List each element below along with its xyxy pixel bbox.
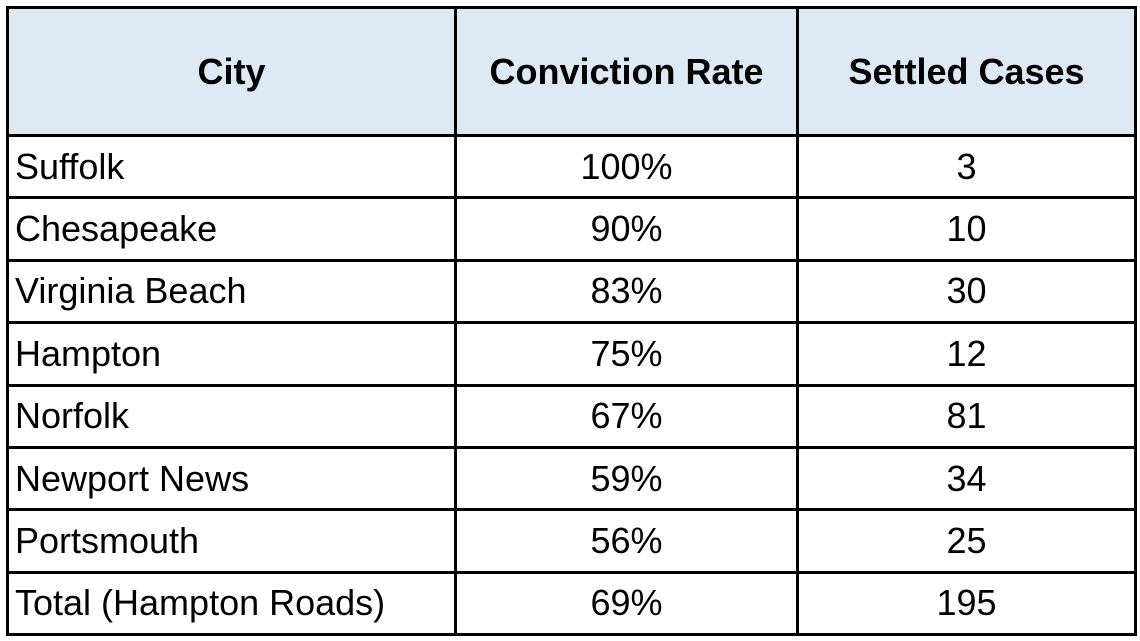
cell-conviction-rate: 59% bbox=[454, 445, 799, 512]
cell-settled-cases: 12 bbox=[796, 321, 1137, 387]
cell-city: Hampton bbox=[6, 321, 457, 387]
cell-conviction-rate: 90% bbox=[454, 196, 799, 262]
cell-settled-cases: 10 bbox=[796, 196, 1137, 262]
table-header: City Conviction Rate Settled Cases bbox=[6, 6, 1137, 137]
cell-conviction-rate: 100% bbox=[454, 133, 799, 200]
cell-city: Chesapeake bbox=[6, 196, 457, 262]
cell-settled-cases: 3 bbox=[796, 133, 1137, 200]
cell-city: Suffolk bbox=[6, 133, 457, 200]
table-row: Virginia Beach 83% 30 bbox=[6, 258, 1137, 325]
cell-city: Virginia Beach bbox=[6, 258, 457, 325]
header-conviction-rate: Conviction Rate bbox=[454, 6, 799, 137]
cell-settled-cases: 34 bbox=[796, 445, 1137, 512]
cell-settled-cases: 25 bbox=[796, 508, 1137, 574]
cell-city: Norfolk bbox=[6, 383, 457, 449]
header-settled-cases: Settled Cases bbox=[796, 6, 1137, 137]
cell-city: Total (Hampton Roads) bbox=[6, 570, 457, 637]
cell-conviction-rate: 56% bbox=[454, 508, 799, 574]
cell-settled-cases: 30 bbox=[796, 258, 1137, 325]
cell-conviction-rate: 67% bbox=[454, 383, 799, 449]
table-row: Suffolk 100% 3 bbox=[6, 133, 1137, 200]
table-row: Newport News 59% 34 bbox=[6, 445, 1137, 512]
table-row: Chesapeake 90% 10 bbox=[6, 196, 1137, 262]
cell-city: Portsmouth bbox=[6, 508, 457, 574]
cell-conviction-rate: 69% bbox=[454, 570, 799, 637]
table-body: Suffolk 100% 3 Chesapeake 90% 10 Virgini… bbox=[6, 133, 1137, 637]
cell-conviction-rate: 75% bbox=[454, 321, 799, 387]
cell-settled-cases: 195 bbox=[796, 570, 1137, 637]
header-city: City bbox=[6, 6, 457, 137]
conviction-rate-table: City Conviction Rate Settled Cases Suffo… bbox=[6, 6, 1137, 637]
header-row: City Conviction Rate Settled Cases bbox=[6, 6, 1137, 137]
data-table-container: City Conviction Rate Settled Cases Suffo… bbox=[6, 6, 1137, 637]
cell-settled-cases: 81 bbox=[796, 383, 1137, 449]
table-row: Portsmouth 56% 25 bbox=[6, 508, 1137, 574]
table-row: Norfolk 67% 81 bbox=[6, 383, 1137, 449]
table-row-total: Total (Hampton Roads) 69% 195 bbox=[6, 570, 1137, 637]
table-row: Hampton 75% 12 bbox=[6, 321, 1137, 387]
cell-city: Newport News bbox=[6, 445, 457, 512]
cell-conviction-rate: 83% bbox=[454, 258, 799, 325]
